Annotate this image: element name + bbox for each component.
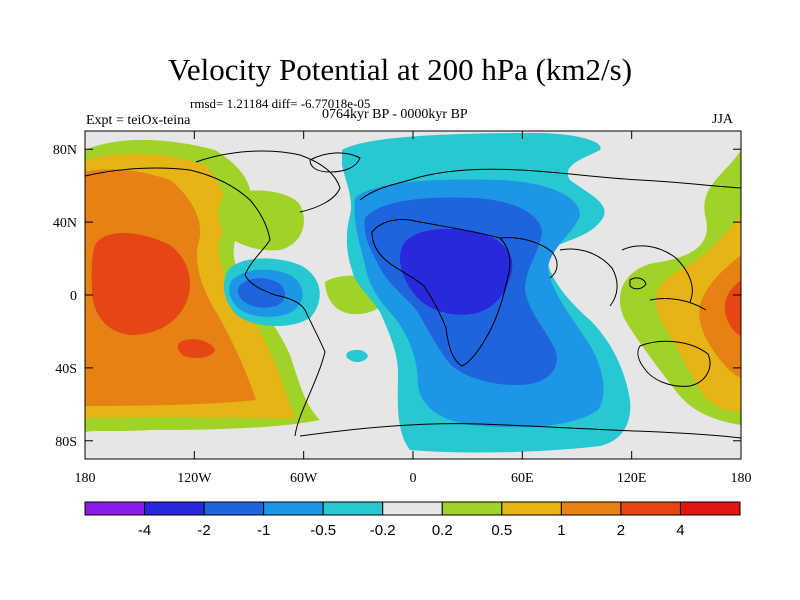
contour-pacific-2: [91, 232, 190, 335]
colorbar-swatch: [501, 501, 562, 516]
stats-line: rmsd= 1.21184 diff= -6.77018e-05: [190, 96, 371, 111]
x-tick-label: 120W: [177, 471, 212, 486]
colorbar-swatch: [679, 501, 741, 516]
x-tick-label: 0: [410, 471, 417, 486]
colorbar-label: 2: [617, 522, 625, 539]
experiment-label: Expt = teiOx-teina: [86, 113, 191, 128]
x-tick-label: 180: [731, 471, 752, 486]
colorbar-swatch: [144, 501, 205, 516]
axis-ticks: 180 120W 60W 0 60E 120E 180 80N 40N 0 40S 80S: [53, 131, 752, 486]
colorbar-swatch: [203, 501, 265, 516]
contour-fill-layer: [85, 131, 741, 459]
y-tick-label: 40S: [55, 362, 77, 377]
colorbar-label: -2: [197, 522, 210, 539]
y-tick-label: 80N: [53, 143, 77, 158]
season-label: JJA: [712, 112, 734, 127]
colorbar-label: -0.5: [310, 522, 336, 539]
plot-title: Velocity Potential at 200 hPa (km2/s): [167, 52, 633, 87]
colorbar-swatch: [620, 501, 681, 516]
x-tick-label: 180: [75, 471, 96, 486]
contour-east-1: [699, 255, 741, 378]
y-tick-label: 40N: [53, 216, 77, 231]
contour-east-0.5: [655, 215, 741, 412]
subtitle: 0764kyr BP - 0000kyr BP: [322, 107, 468, 122]
colorbar-label: 0.5: [491, 522, 512, 539]
colorbar-label: -0.2: [370, 522, 396, 539]
colorbar-label: 1: [557, 522, 565, 539]
colorbar-swatch: [263, 501, 324, 516]
colorbar-swatch: [441, 501, 503, 516]
contour-east-2: [724, 280, 741, 336]
contour-satlantic-neg0.2: [346, 349, 368, 363]
x-tick-label: 60W: [290, 471, 318, 486]
contour-camerica-neg1: [237, 278, 285, 308]
contour-pacific-2b: [177, 339, 215, 358]
colorbar-swatch: [382, 501, 443, 516]
y-tick-label: 80S: [55, 435, 77, 450]
contour-namerica-0.2: [218, 190, 304, 251]
x-tick-label: 120E: [617, 471, 647, 486]
y-tick-label: 0: [70, 289, 77, 304]
colorbar-label: -4: [138, 522, 151, 539]
colorbar-swatch: [560, 501, 622, 516]
colorbar-swatch: [84, 501, 146, 516]
x-tick-label: 60E: [511, 471, 534, 486]
colorbar-label: -1: [257, 522, 270, 539]
coastlines: [85, 150, 741, 439]
colorbar: -4 -2 -1 -0.5 -0.2 0.2 0.5 1 2 4: [84, 501, 741, 539]
colorbar-swatch: [322, 501, 384, 516]
colorbar-label: 4: [676, 522, 684, 539]
colorbar-label: 0.2: [432, 522, 453, 539]
